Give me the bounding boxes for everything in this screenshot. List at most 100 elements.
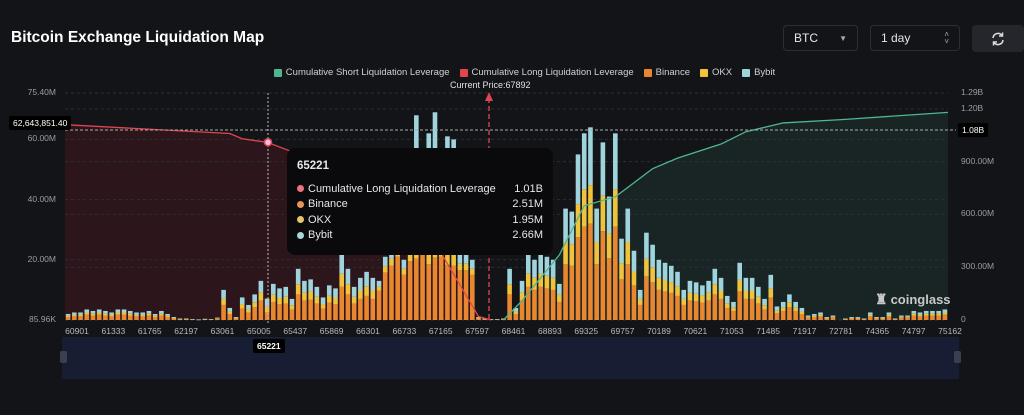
bar-okx <box>233 317 239 319</box>
bar-binance <box>364 295 369 320</box>
series-dot-icon <box>297 231 304 239</box>
x-axis-tick: 61765 <box>137 326 162 336</box>
bar-okx <box>202 319 208 320</box>
bar-bybit <box>476 316 481 318</box>
bar-bybit <box>84 309 90 313</box>
refresh-button[interactable] <box>972 25 1024 52</box>
slider-left-handle[interactable] <box>60 351 67 363</box>
bar-okx <box>824 317 830 319</box>
watermark-text: coinglass <box>890 292 951 307</box>
bar-bybit <box>544 256 550 276</box>
bar-okx <box>849 317 854 319</box>
bar-binance <box>438 256 444 320</box>
bar-bybit <box>892 318 898 320</box>
bar-okx <box>469 268 475 275</box>
bar-okx <box>749 290 755 299</box>
bar-bybit <box>519 280 525 293</box>
legend-label: OKX <box>712 67 733 78</box>
legend-binance[interactable]: Binance <box>643 67 690 78</box>
series-dot-icon <box>297 216 304 224</box>
bar-binance <box>239 308 245 320</box>
bar-bybit <box>146 310 152 314</box>
bar-bybit <box>942 309 948 313</box>
bar-okx <box>923 313 929 316</box>
x-axis-tick: 67165 <box>428 326 453 336</box>
bar-binance <box>867 316 873 320</box>
bar-bybit <box>457 253 463 264</box>
current-price-label: Current Price:67892 <box>450 80 531 90</box>
bar-bybit <box>103 310 108 314</box>
bar-okx <box>221 298 226 305</box>
bar-bybit <box>830 315 836 317</box>
bar-bybit <box>855 316 861 318</box>
tooltip-row-label: Cumulative Long Liquidation Leverage <box>308 182 496 195</box>
bar-bybit <box>171 316 177 318</box>
bar-binance <box>923 315 929 320</box>
bar-bybit <box>183 318 189 320</box>
bar-binance <box>190 319 195 320</box>
period-select[interactable]: 1 day ˄ ˅ <box>870 25 960 51</box>
zoom-slider[interactable] <box>60 337 961 379</box>
slider-right-handle[interactable] <box>954 351 961 363</box>
tooltip-row-label: Binance <box>308 198 348 211</box>
bar-binance <box>793 310 798 320</box>
bar-binance <box>271 301 276 320</box>
bar-okx <box>90 313 96 316</box>
bar-okx <box>700 295 705 303</box>
tooltip-row: Cumulative Long Liquidation Leverage 1.01… <box>297 181 543 197</box>
legend-short[interactable]: Cumulative Short Liquidation Leverage <box>273 67 450 78</box>
legend-okx[interactable]: OKX <box>700 67 732 78</box>
bar-binance <box>152 316 158 320</box>
bar-bybit <box>718 277 724 291</box>
bar-binance <box>358 298 363 320</box>
bar-okx <box>731 307 736 311</box>
bar-okx <box>289 305 295 310</box>
x-axis-tick: 71053 <box>719 326 744 336</box>
bar-binance <box>103 315 108 320</box>
bar-bybit <box>140 312 146 315</box>
right-axis-tick: 900.00M <box>961 155 995 166</box>
bar-okx <box>830 316 836 318</box>
bar-binance <box>96 314 102 320</box>
caret-down-icon: ▼ <box>839 33 847 43</box>
bar-okx <box>855 317 861 319</box>
left-axis-tick: 75.40M <box>27 87 56 97</box>
bar-okx <box>743 290 749 299</box>
bar-okx <box>606 233 612 259</box>
symbol-select[interactable]: BTC ▼ <box>783 25 858 51</box>
bar-bybit <box>588 127 593 186</box>
bar-okx <box>513 311 519 314</box>
bar-okx <box>762 305 767 310</box>
bar-okx <box>793 307 798 311</box>
bar-okx <box>382 266 388 273</box>
bar-okx <box>320 304 326 309</box>
bar-binance <box>277 304 282 320</box>
bar-binance <box>183 319 189 320</box>
bar-okx <box>264 306 270 313</box>
bar-bybit <box>700 285 705 296</box>
bar-bybit <box>320 297 326 305</box>
bar-binance <box>631 285 637 320</box>
bar-okx <box>942 312 948 315</box>
right-axis-tick: 300.00M <box>961 261 995 272</box>
series-dot-icon <box>297 200 304 208</box>
crosshair-left-value: 62,643,851.40 <box>9 116 72 130</box>
legend-long[interactable]: Cumulative Long Liquidation Leverage <box>459 67 634 78</box>
bar-binance <box>613 226 618 320</box>
bar-okx <box>662 279 668 292</box>
bar-binance <box>737 291 742 320</box>
bar-binance <box>177 319 183 320</box>
legend-bybit[interactable]: Bybit <box>742 67 775 78</box>
bar-bybit <box>637 289 643 299</box>
bar-bybit <box>345 268 351 285</box>
bar-binance <box>109 316 114 320</box>
bar-bybit <box>861 318 867 320</box>
bar-okx <box>476 317 481 319</box>
bar-okx <box>252 302 257 308</box>
bar-okx <box>283 296 289 304</box>
bar-binance <box>830 317 836 320</box>
bar-okx <box>843 318 848 320</box>
refresh-icon <box>992 32 1004 45</box>
bar-bybit <box>706 280 711 293</box>
